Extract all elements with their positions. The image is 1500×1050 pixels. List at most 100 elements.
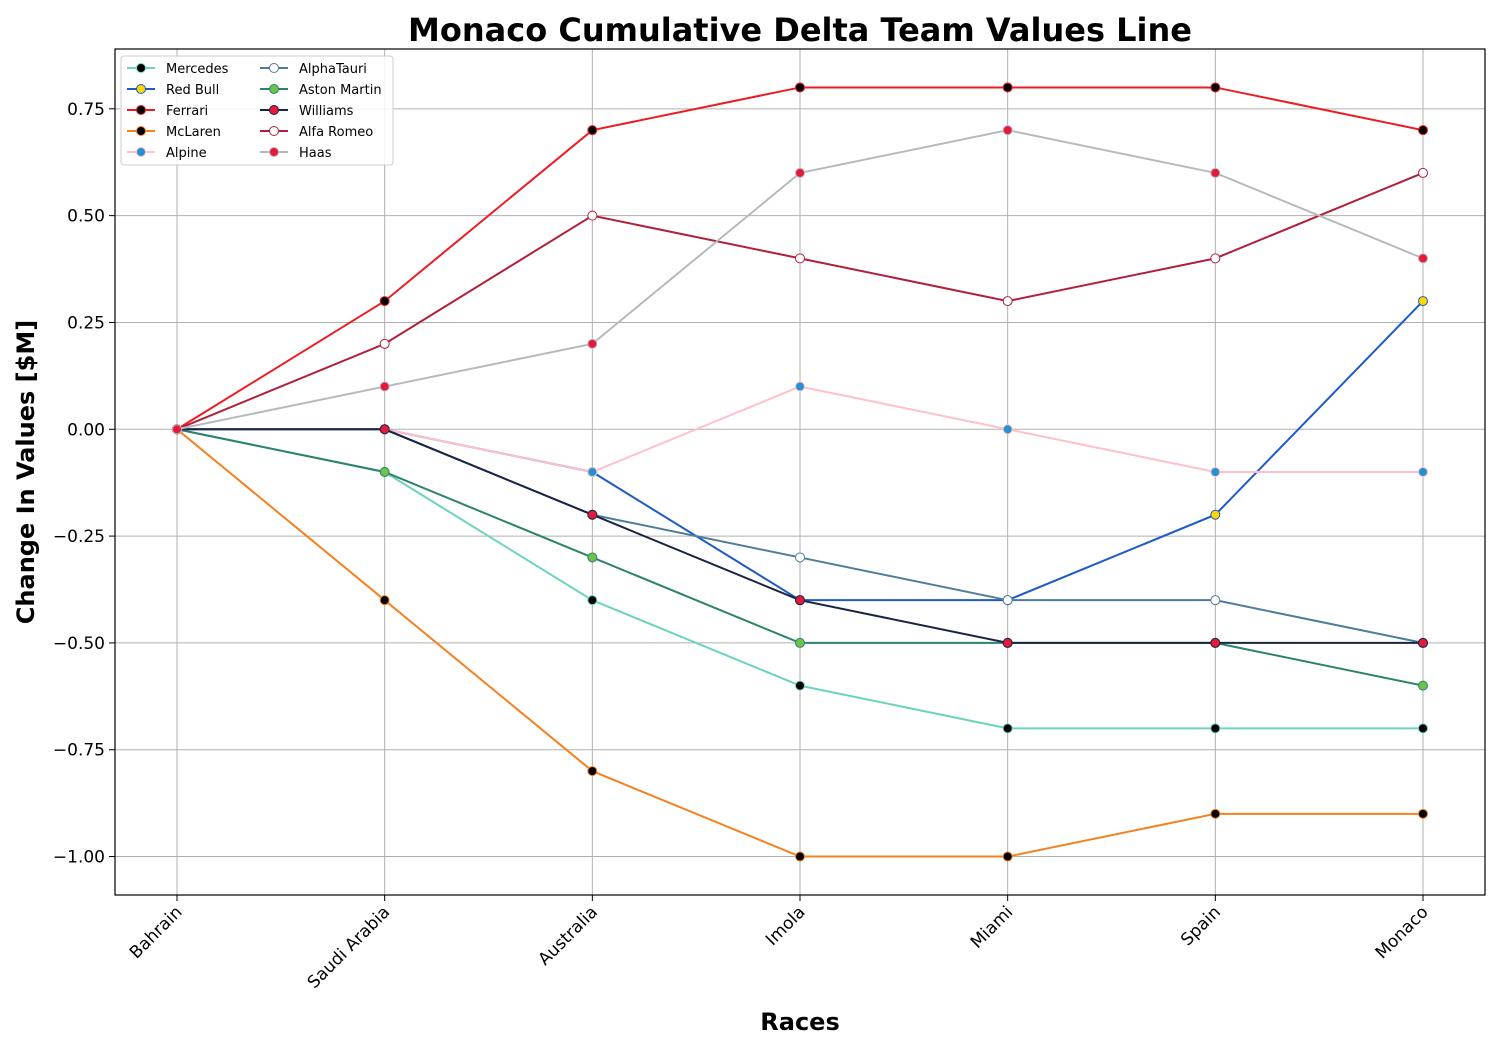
data-point bbox=[1002, 723, 1013, 734]
data-point bbox=[379, 595, 390, 606]
data-point bbox=[379, 338, 390, 349]
data-point bbox=[587, 125, 598, 136]
x-tick-label: Miami bbox=[967, 902, 1017, 952]
data-point bbox=[1210, 637, 1221, 648]
data-point bbox=[795, 381, 805, 392]
legend-label: Mercedes bbox=[166, 62, 229, 77]
data-point bbox=[1210, 723, 1221, 734]
x-tick-label: Australia bbox=[535, 902, 602, 969]
data-point bbox=[172, 424, 182, 435]
y-tick-label: −0.25 bbox=[53, 527, 105, 547]
data-point bbox=[587, 467, 598, 477]
data-point bbox=[379, 467, 390, 477]
data-point bbox=[795, 680, 805, 691]
data-point bbox=[379, 296, 390, 307]
data-point bbox=[1418, 296, 1428, 307]
data-point bbox=[1210, 467, 1221, 477]
legend-marker bbox=[269, 147, 279, 157]
legend: Mercedes Red Bull Ferrari McLaren Alpine Alph… bbox=[120, 55, 394, 166]
legend-marker bbox=[136, 84, 146, 94]
y-tick-label: 0.25 bbox=[67, 313, 105, 333]
legend-marker bbox=[269, 105, 279, 115]
data-point bbox=[795, 552, 805, 563]
data-point bbox=[1210, 82, 1221, 93]
data-point bbox=[1210, 595, 1221, 606]
data-point bbox=[587, 509, 598, 520]
legend-label: Alpine bbox=[166, 146, 207, 161]
data-point bbox=[1418, 808, 1428, 819]
data-point bbox=[1418, 467, 1428, 477]
x-tick-label: Saudi Arabia bbox=[304, 902, 394, 992]
data-point bbox=[795, 253, 805, 264]
series-alfa-romeo bbox=[172, 167, 1428, 435]
legend-item: Red Bull bbox=[127, 83, 219, 98]
data-point bbox=[795, 595, 805, 606]
legend-label: AlphaTauri bbox=[299, 62, 367, 77]
data-point bbox=[1002, 296, 1013, 307]
data-point bbox=[1002, 424, 1013, 435]
data-point bbox=[587, 552, 598, 563]
data-point bbox=[1210, 509, 1221, 520]
legend-item: Alfa Romeo bbox=[260, 125, 373, 140]
y-axis-ticks: −1.00 −0.75 −0.50 −0.25 0.00 0.25 0.50 0.75 bbox=[53, 100, 115, 868]
legend-item: Mercedes bbox=[127, 62, 229, 77]
data-point bbox=[1002, 637, 1013, 648]
data-point bbox=[1418, 637, 1428, 648]
data-point bbox=[1418, 253, 1428, 264]
legend-item: McLaren bbox=[127, 125, 221, 140]
x-axis-ticks: Bahrain Saudi Arabia Australia Imola Miami Sp… bbox=[126, 895, 1433, 993]
data-point bbox=[1002, 125, 1013, 136]
data-point bbox=[587, 210, 598, 221]
series-layer bbox=[172, 82, 1428, 862]
data-point bbox=[1210, 808, 1221, 819]
data-point bbox=[1418, 680, 1428, 691]
x-tick-label: Imola bbox=[762, 902, 809, 949]
legend-marker bbox=[136, 105, 146, 115]
legend-label: Williams bbox=[299, 104, 354, 119]
legend-marker bbox=[269, 126, 279, 136]
y-tick-label: −0.50 bbox=[53, 634, 105, 654]
data-point bbox=[1418, 167, 1428, 178]
legend-marker bbox=[269, 84, 279, 94]
legend-label: McLaren bbox=[166, 125, 221, 140]
data-point bbox=[379, 424, 390, 435]
data-point bbox=[795, 637, 805, 648]
data-point bbox=[1210, 253, 1221, 264]
y-tick-label: −0.75 bbox=[53, 741, 105, 761]
legend-item: Alpine bbox=[127, 146, 207, 161]
y-tick-label: 0.50 bbox=[67, 207, 105, 227]
data-point bbox=[795, 851, 805, 862]
x-axis-label: Races bbox=[760, 1008, 839, 1036]
legend-marker bbox=[136, 147, 146, 157]
y-tick-label: 0.00 bbox=[67, 420, 105, 440]
legend-item: Haas bbox=[260, 146, 332, 161]
data-point bbox=[1210, 167, 1221, 178]
data-point bbox=[1418, 723, 1428, 734]
data-point bbox=[587, 766, 598, 777]
legend-marker bbox=[136, 63, 146, 73]
legend-marker bbox=[269, 63, 279, 73]
series-haas bbox=[172, 125, 1428, 435]
legend-marker bbox=[136, 126, 146, 136]
legend-item: Ferrari bbox=[127, 104, 208, 119]
y-axis-label: Change In Values [$M] bbox=[12, 320, 40, 624]
legend-box bbox=[120, 55, 394, 166]
data-point bbox=[587, 338, 598, 349]
data-point bbox=[795, 82, 805, 93]
legend-label: Alfa Romeo bbox=[299, 125, 373, 140]
data-point bbox=[587, 595, 598, 606]
y-tick-label: 0.75 bbox=[67, 100, 105, 120]
legend-item: Williams bbox=[260, 104, 354, 119]
legend-label: Haas bbox=[299, 146, 332, 161]
legend-label: Ferrari bbox=[166, 104, 208, 119]
data-point bbox=[1002, 851, 1013, 862]
data-point bbox=[379, 381, 390, 392]
y-tick-label: −1.00 bbox=[53, 848, 105, 868]
data-point bbox=[1002, 595, 1013, 606]
data-point bbox=[795, 167, 805, 178]
data-point bbox=[1418, 125, 1428, 136]
legend-label: Aston Martin bbox=[299, 83, 382, 98]
x-tick-label: Spain bbox=[1177, 902, 1225, 950]
chart-title: Monaco Cumulative Delta Team Values Line bbox=[408, 11, 1192, 49]
legend-item: AlphaTauri bbox=[260, 62, 367, 77]
